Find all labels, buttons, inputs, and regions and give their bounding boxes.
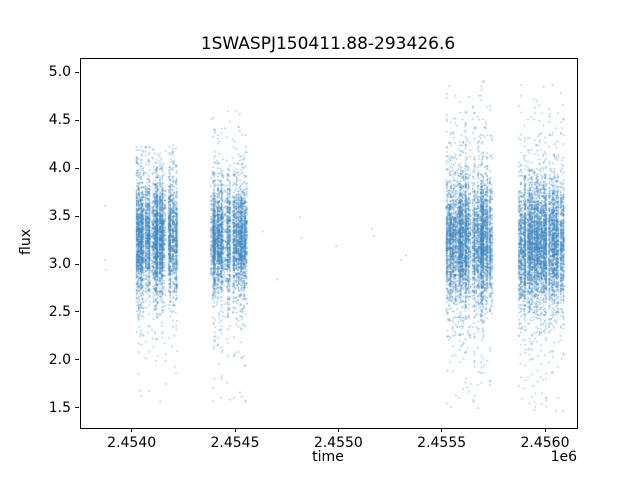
x-axis-label: time — [312, 449, 344, 465]
plot-area — [80, 58, 578, 429]
y-tick-label: 2.0 — [48, 351, 71, 368]
y-tick-label: 4.0 — [48, 160, 71, 177]
x-tick-label: 2.4545 — [210, 435, 260, 451]
scatter-points-canvas — [81, 59, 577, 428]
y-tick-mark — [75, 119, 79, 121]
x-tick-label: 2.4540 — [107, 435, 157, 451]
y-tick-label: 4.5 — [48, 112, 71, 129]
y-tick-mark — [75, 263, 79, 265]
x-tick-mark — [337, 428, 339, 432]
y-tick-mark — [75, 359, 79, 361]
y-tick-label: 5.0 — [48, 64, 71, 81]
x-tick-mark — [544, 428, 546, 432]
x-tick-mark — [131, 428, 133, 432]
x-tick-mark — [441, 428, 443, 432]
x-axis-offset-label: 1e6 — [550, 449, 577, 465]
y-tick-label: 1.5 — [48, 399, 71, 416]
x-tick-mark — [234, 428, 236, 432]
y-tick-label: 3.5 — [48, 208, 71, 225]
x-tick-label: 2.4550 — [313, 435, 363, 451]
y-tick-mark — [75, 407, 79, 409]
y-tick-mark — [75, 71, 79, 73]
y-tick-mark — [75, 215, 79, 217]
y-tick-label: 2.5 — [48, 303, 71, 320]
y-tick-mark — [75, 167, 79, 169]
y-tick-label: 3.0 — [48, 256, 71, 273]
x-tick-label: 2.4560 — [520, 435, 570, 451]
chart-title: 1SWASPJ150411.88-293426.6 — [200, 34, 456, 54]
y-tick-mark — [75, 311, 79, 313]
x-tick-label: 2.4555 — [417, 435, 467, 451]
y-axis-label: flux — [18, 229, 34, 255]
